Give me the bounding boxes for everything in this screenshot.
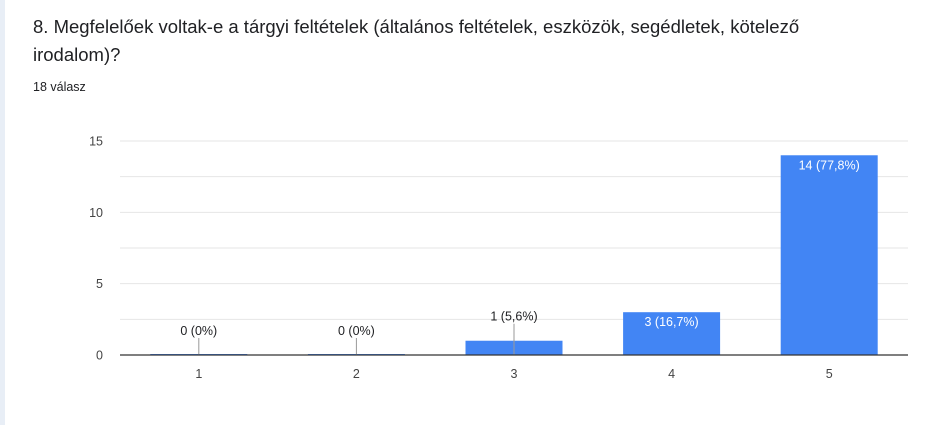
y-tick-label: 0 xyxy=(96,349,103,363)
data-label: 1 (5,6%) xyxy=(490,310,537,324)
bar-5 xyxy=(780,155,878,355)
x-tick-label: 4 xyxy=(668,367,675,381)
response-count: 18 válasz xyxy=(33,80,86,94)
x-tick-label: 5 xyxy=(826,367,833,381)
data-label: 0 (0%) xyxy=(180,324,217,338)
data-label: 14 (77,8%) xyxy=(799,158,860,172)
x-tick-label: 2 xyxy=(353,367,360,381)
x-tick-label: 1 xyxy=(195,367,202,381)
data-label: 0 (0%) xyxy=(338,324,375,338)
y-tick-label: 10 xyxy=(89,206,103,220)
x-tick-label: 3 xyxy=(511,367,518,381)
left-rail xyxy=(0,0,5,425)
bar-4 xyxy=(623,312,721,355)
y-tick-label: 15 xyxy=(89,135,103,149)
y-tick-label: 5 xyxy=(96,277,103,291)
question-title: 8. Megfelelőek voltak-e a tárgyi feltéte… xyxy=(33,16,800,65)
data-label: 3 (16,7%) xyxy=(644,315,698,329)
